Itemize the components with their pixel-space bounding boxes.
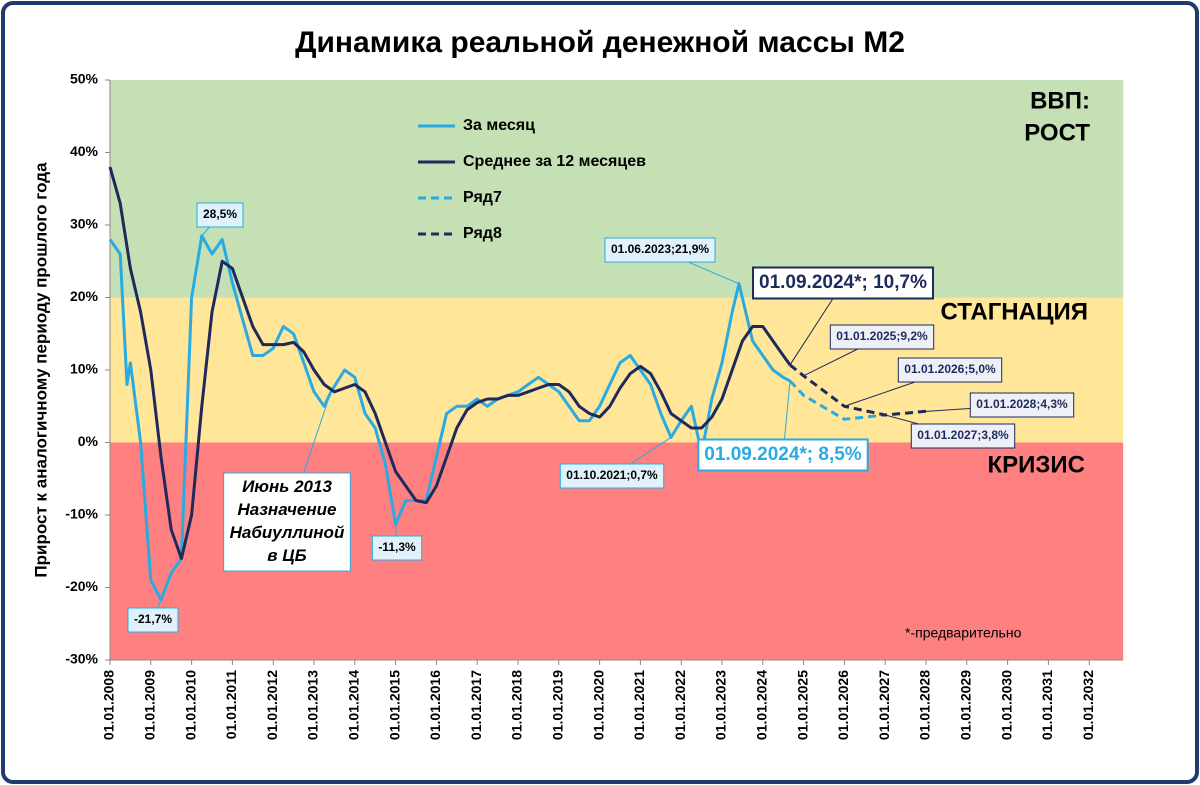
x-tick-label: 01.01.2020 (590, 670, 606, 740)
x-tick-label: 01.01.2026 (835, 670, 851, 740)
x-tick-label: 01.01.2031 (1039, 670, 1055, 740)
y-tick-label: -10% (65, 506, 98, 522)
annotation-text: в ЦБ (267, 546, 306, 565)
x-tick-label: 01.01.2013 (305, 670, 321, 740)
annotation-text: 28,5% (203, 207, 237, 221)
x-tick-label: 01.01.2028 (917, 670, 933, 740)
y-tick-label: 30% (70, 216, 99, 232)
y-axis-label: Прирост к аналогичному периоду прошлого … (31, 162, 50, 578)
x-tick-label: 01.01.2018 (509, 670, 525, 740)
annotation: 01.01.2025;9,2% (803, 324, 935, 377)
annotation-box (910, 423, 1016, 449)
annotation: 01.01.2027;3,8% (885, 414, 1016, 449)
annotation: 01.09.2024*; 10,7% (752, 266, 934, 366)
zone-label: РОСТ (1024, 119, 1090, 146)
annotation-text: 01.06.2023;21,9% (611, 242, 709, 256)
x-tick-label: 01.01.2011 (223, 670, 239, 740)
x-tick-label: 01.01.2027 (876, 670, 892, 740)
series-line (108, 166, 792, 560)
x-tick-label: 01.01.2019 (550, 670, 566, 740)
annotation-box (897, 357, 1003, 383)
annotation-text: 01.01.2028;4,3% (976, 397, 1068, 411)
annotation-text: 01.01.2027;3,8% (917, 428, 1009, 442)
chart-title: Динамика реальной денежной массы М2 (295, 26, 905, 59)
series-line (108, 234, 791, 602)
annotation-box (371, 535, 423, 561)
x-tick-label: 01.01.2022 (672, 670, 688, 740)
annotation-box (223, 472, 351, 572)
annotation-box (604, 237, 716, 263)
annotation-text: 01.09.2024*; 10,7% (759, 272, 927, 293)
annotation-text: -21,7% (134, 612, 172, 626)
x-tick-label: 01.01.2030 (998, 670, 1014, 740)
annotation-text: 01.01.2026;5,0% (904, 362, 996, 376)
annotation: 01.01.2026;5,0% (844, 357, 1003, 407)
annotation: -11,3% (371, 524, 423, 561)
x-tick-label: 01.01.2014 (346, 670, 362, 740)
x-tick-label: 01.01.2010 (182, 670, 198, 740)
annotation: 01.10.2021;0,7% (559, 437, 672, 489)
annotation-text: Назначение (238, 500, 337, 519)
y-tick-label: 0% (78, 433, 99, 449)
x-tick-label: 01.01.2032 (1080, 670, 1096, 740)
annotation-text: -11,3% (378, 540, 416, 554)
zone-label: ВВП: (1030, 87, 1090, 114)
y-tick-label: -20% (65, 578, 98, 594)
annotation-text: 01.09.2024*; 8,5% (704, 444, 862, 465)
annotation-text: Июнь 2013 (242, 477, 332, 496)
x-tick-label: 01.01.2017 (468, 670, 484, 740)
y-tick-label: -30% (65, 651, 98, 667)
annotation-box (127, 607, 179, 633)
y-tick-label: 10% (70, 361, 99, 377)
x-tick-label: 01.01.2016 (427, 670, 443, 740)
annotation-box (969, 392, 1075, 418)
x-tick-label: 01.01.2012 (264, 670, 280, 740)
annotation-box (196, 202, 244, 228)
series-line (788, 379, 886, 421)
x-tick-label: 01.01.2024 (754, 670, 770, 740)
annotation-box (829, 324, 935, 350)
annotation-box (697, 438, 869, 472)
y-tick-label: 20% (70, 288, 99, 304)
x-tick-label: 01.01.2008 (101, 670, 117, 740)
annotation-box (559, 463, 665, 489)
x-tick-label: 01.01.2021 (631, 670, 647, 740)
zone-label: КРИЗИС (987, 451, 1085, 478)
x-tick-label: 01.01.2009 (142, 670, 158, 740)
x-tick-label: 01.01.2023 (713, 670, 729, 740)
legend-label: За месяц (463, 117, 535, 134)
annotation: 28,5% (196, 202, 244, 237)
legend-label: Среднее за 12 месяцев (463, 153, 646, 170)
annotation-text: 01.10.2021;0,7% (566, 468, 658, 482)
y-tick-label: 40% (70, 143, 99, 159)
annotation-box (752, 266, 934, 300)
zone-band (110, 80, 1124, 298)
x-tick-label: 01.01.2029 (958, 670, 974, 740)
annotation-text: 01.01.2025;9,2% (836, 329, 928, 343)
footnote: *-предварительно (905, 625, 1022, 641)
zone-label: СТАГНАЦИЯ (940, 298, 1088, 325)
y-tick-label: 50% (70, 71, 99, 87)
annotation: 01.01.2028;4,3% (925, 392, 1075, 418)
annotation: 01.06.2023;21,9% (604, 237, 740, 285)
x-tick-label: 01.01.2025 (794, 670, 810, 740)
annotation: -21,7% (127, 599, 179, 633)
annotation: 01.09.2024*; 8,5% (697, 380, 869, 472)
series-line (789, 363, 927, 417)
legend-label: Ряд7 (463, 189, 502, 206)
annotation-text: Набиуллиной (230, 523, 345, 542)
x-tick-label: 01.01.2015 (386, 670, 402, 740)
legend-label: Ряд8 (463, 225, 502, 242)
annotation: Июнь 2013 Назначение Набиуллиной в ЦБ (223, 391, 351, 572)
